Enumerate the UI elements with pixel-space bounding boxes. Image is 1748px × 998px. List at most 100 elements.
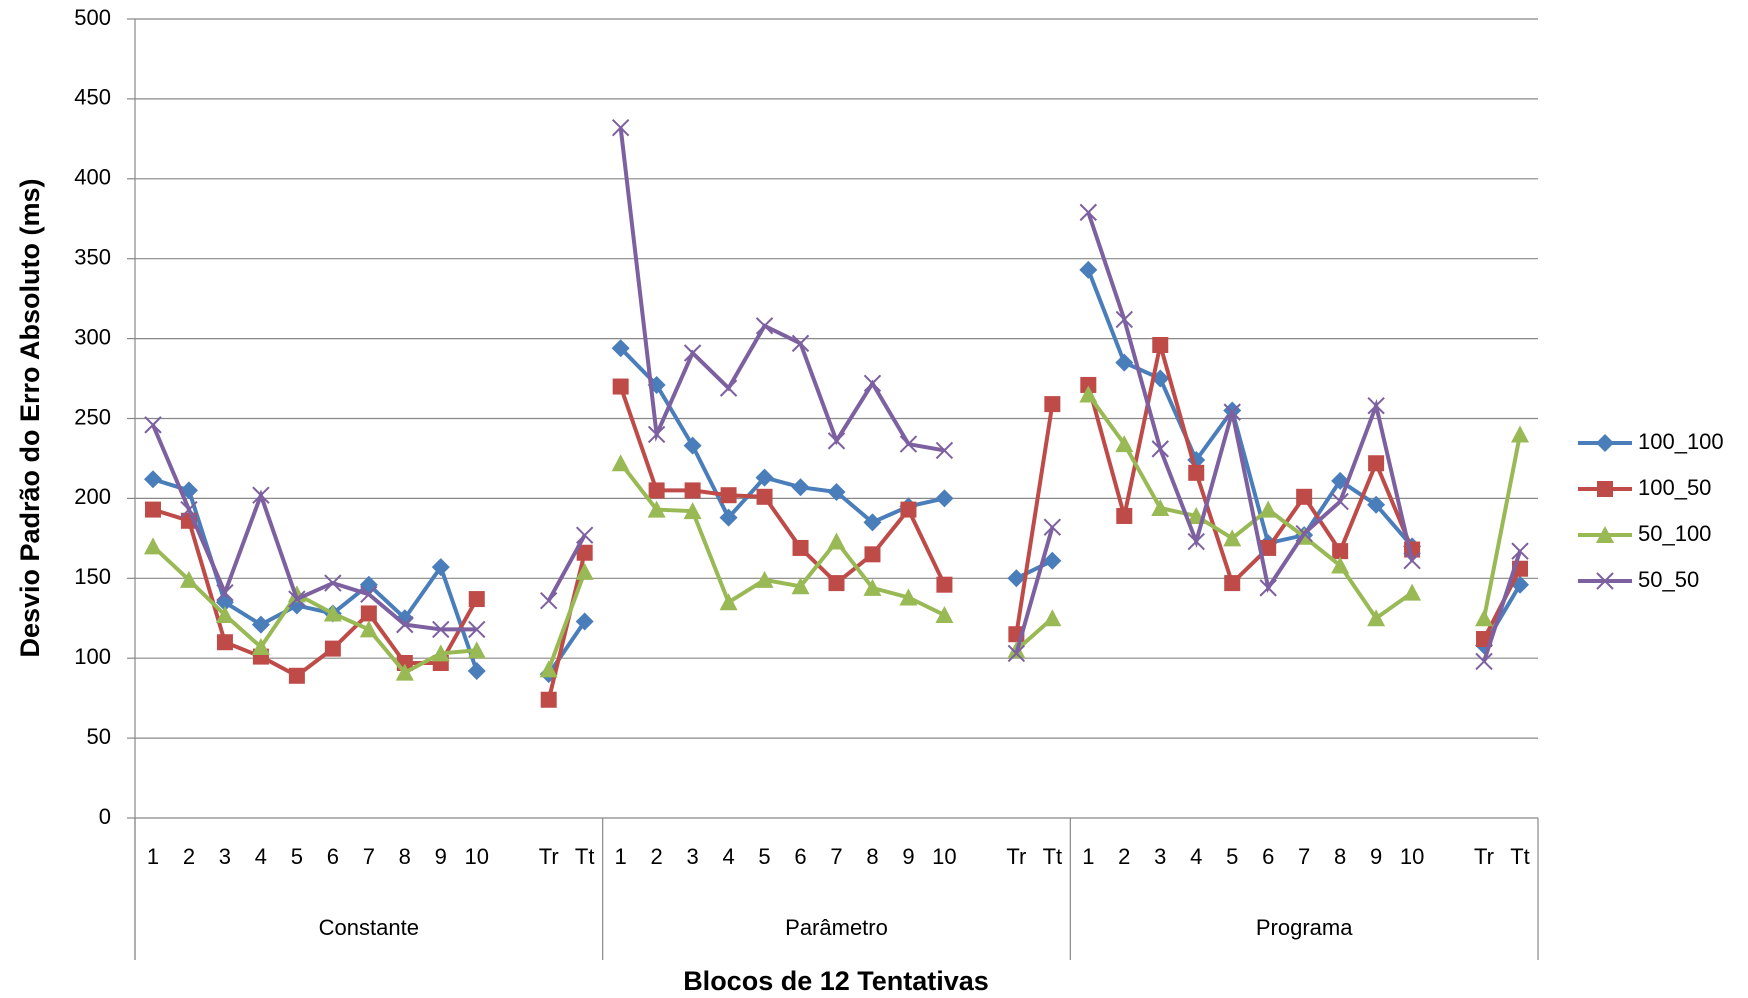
marker [1596,572,1614,590]
marker [575,526,594,544]
marker [216,583,234,602]
marker [1331,556,1350,574]
x-tick-label: Tt [1043,844,1063,869]
marker [575,562,594,580]
x-tick-label: 3 [1154,844,1166,869]
group-label: Programa [1256,915,1353,940]
series-line [547,620,587,676]
series-line [1086,393,1414,622]
marker [1007,644,1026,663]
series-line [546,571,587,671]
marker [1223,529,1242,547]
x-tick-label: 5 [758,844,770,869]
marker [864,546,881,563]
x-tick-label: 2 [1118,844,1130,869]
series-line [152,477,479,672]
marker [1475,609,1494,627]
marker [863,374,882,393]
marker [1368,455,1385,472]
x-tick-label: Tr [539,844,559,869]
series-line [619,462,946,617]
y-tick-label: 0 [99,804,111,829]
x-tick-label: Tt [1510,844,1530,869]
series-line [1482,550,1522,663]
marker [324,640,341,657]
marker [1259,500,1278,518]
marker [1079,385,1098,403]
x-tick-label: 8 [866,844,878,869]
marker [1511,542,1529,560]
marker [215,606,234,624]
x-tick-label: 10 [465,844,489,869]
y-tick-label: 450 [74,85,111,110]
marker [1152,336,1169,353]
x-tick-label: Tr [1474,844,1494,869]
marker [324,574,342,592]
marker [935,441,954,460]
marker [251,638,270,656]
marker [431,644,450,662]
x-tick-label: 7 [1298,844,1310,869]
marker [1079,260,1098,279]
x-tick-label: 7 [363,844,375,869]
marker [1403,583,1422,601]
marker [647,500,666,518]
x-tick-label: 6 [1262,844,1274,869]
marker [791,478,810,497]
x-tick-label: 4 [1190,844,1202,869]
marker [360,605,377,622]
marker [1187,532,1205,551]
marker [792,539,809,556]
marker [755,317,774,335]
marker [143,470,162,489]
marker [827,432,846,450]
marker [1224,575,1241,592]
marker [863,578,882,596]
marker [1043,551,1062,570]
marker [396,615,414,634]
x-tick-label: 9 [435,844,447,869]
marker [1367,495,1386,514]
marker [900,501,917,518]
series-line [1086,211,1415,594]
marker [468,620,486,639]
marker [720,487,737,504]
x-tick-label: 1 [1082,844,1094,869]
legend-label: 100_100 [1638,429,1724,454]
marker [1511,425,1530,443]
marker [252,486,270,504]
marker [1223,401,1242,420]
marker [719,508,738,527]
marker [899,435,918,453]
marker [827,532,846,550]
marker [791,334,810,353]
marker [1080,376,1097,393]
marker [683,344,702,362]
marker [179,570,198,588]
marker [1295,524,1313,543]
series-line [151,544,477,676]
x-tick-label: 6 [327,844,339,869]
marker [612,378,629,395]
marker [143,537,162,555]
group-label: Constante [319,915,419,940]
marker [360,585,378,603]
marker [1115,310,1133,329]
marker [467,661,486,680]
marker [936,576,953,593]
x-tick-label: 8 [1334,844,1346,869]
marker [648,482,665,499]
legend-label: 100_50 [1638,475,1711,500]
x-tick-label: 3 [219,844,231,869]
marker [144,501,161,518]
marker [755,468,774,487]
series-line [618,385,947,586]
marker [288,667,305,684]
marker [180,500,198,519]
marker [1115,435,1134,453]
x-tick-label: 5 [291,844,303,869]
series-line [546,534,587,602]
marker [251,615,270,634]
marker [827,483,846,502]
